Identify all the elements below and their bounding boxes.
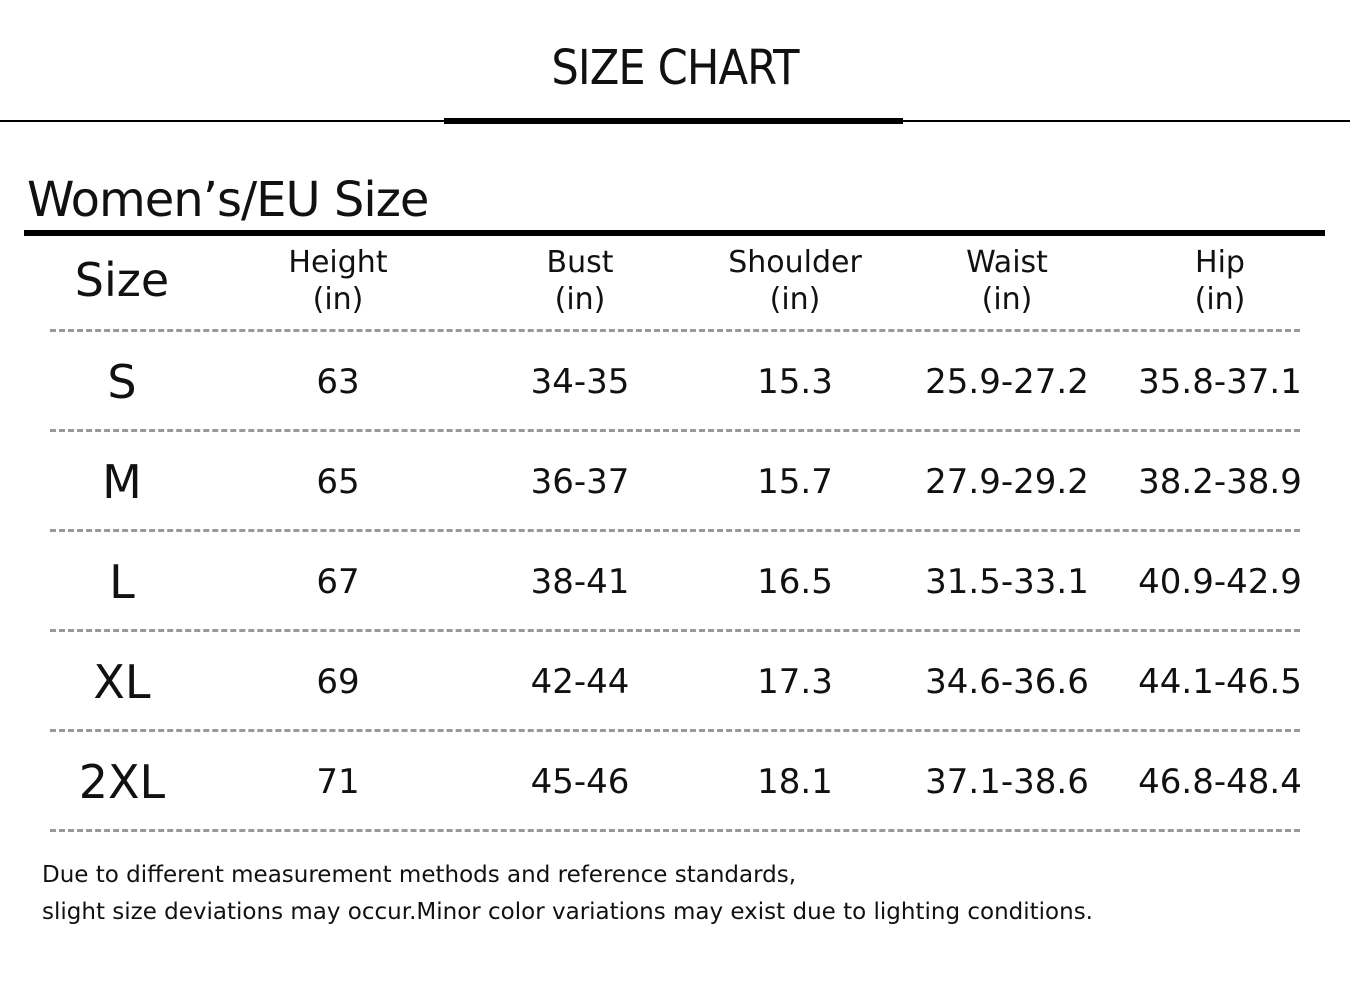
table-cell: 63 <box>316 362 360 402</box>
table-cell: 27.9-29.2 <box>925 462 1089 502</box>
size-label: XL <box>93 655 151 709</box>
section-title: Women’s/EU Size <box>27 172 429 228</box>
page-title: SIZE CHART <box>551 40 799 96</box>
table-cell: 38.2-38.9 <box>1138 462 1302 502</box>
table-cell: 67 <box>316 562 360 602</box>
table-cell: 15.3 <box>757 362 833 402</box>
size-label: L <box>109 555 135 609</box>
column-header: Height <box>288 245 388 280</box>
column-header: Hip <box>1195 245 1245 280</box>
row-divider <box>50 829 1300 832</box>
row-divider <box>50 329 1300 332</box>
table-cell: 42-44 <box>530 662 630 702</box>
table-cell: 36-37 <box>530 462 630 502</box>
table-cell: 40.9-42.9 <box>1138 562 1302 602</box>
column-unit: (in) <box>981 282 1033 317</box>
column-header: Size <box>74 253 170 307</box>
table-cell: 69 <box>316 662 360 702</box>
column-header: Shoulder <box>728 245 862 280</box>
size-label: 2XL <box>78 755 166 809</box>
column-header: Bust <box>546 245 614 280</box>
rule-accent <box>444 118 903 124</box>
table-cell: 16.5 <box>757 562 833 602</box>
table-cell: 71 <box>316 762 360 802</box>
column-unit: (in) <box>1194 282 1246 317</box>
table-cell: 34.6-36.6 <box>925 662 1089 702</box>
note-line: slight size deviations may occur.Minor c… <box>42 899 1093 925</box>
table-cell: 35.8-37.1 <box>1138 362 1302 402</box>
table-rule <box>24 230 1325 236</box>
table-cell: 17.3 <box>757 662 833 702</box>
column-unit: (in) <box>769 282 821 317</box>
column-unit: (in) <box>312 282 364 317</box>
table-cell: 25.9-27.2 <box>925 362 1089 402</box>
table-cell: 15.7 <box>757 462 833 502</box>
size-label: S <box>107 355 137 409</box>
table-cell: 31.5-33.1 <box>925 562 1089 602</box>
table-cell: 18.1 <box>757 762 833 802</box>
row-divider <box>50 729 1300 732</box>
row-divider <box>50 529 1300 532</box>
table-cell: 37.1-38.6 <box>925 762 1089 802</box>
table-cell: 65 <box>316 462 360 502</box>
row-divider <box>50 629 1300 632</box>
row-divider <box>50 429 1300 432</box>
table-cell: 45-46 <box>530 762 630 802</box>
column-header: Waist <box>966 245 1048 280</box>
table-cell: 44.1-46.5 <box>1138 662 1302 702</box>
column-unit: (in) <box>554 282 606 317</box>
table-cell: 46.8-48.4 <box>1138 762 1302 802</box>
note-line: Due to different measurement methods and… <box>42 862 797 888</box>
size-label: M <box>102 455 142 509</box>
table-cell: 38-41 <box>530 562 630 602</box>
table-cell: 34-35 <box>530 362 630 402</box>
